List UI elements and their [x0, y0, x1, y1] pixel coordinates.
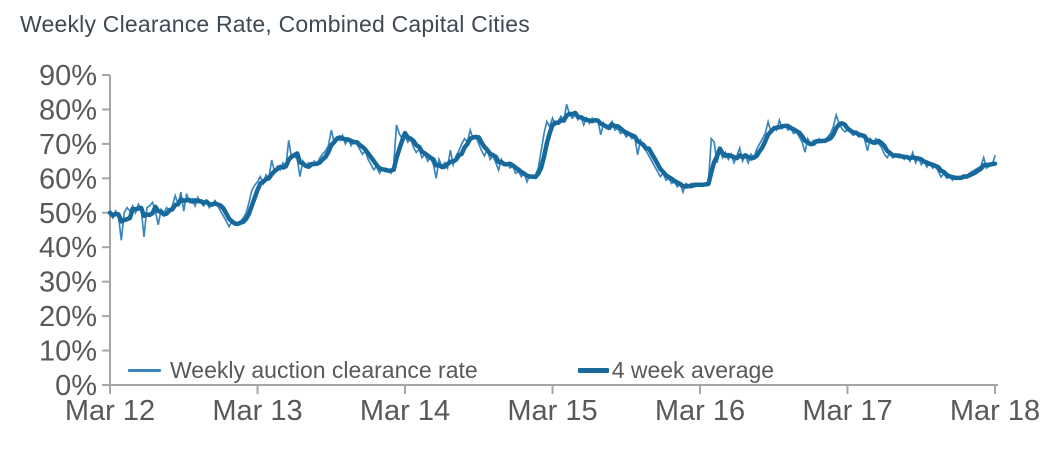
y-tick-label: 20%: [39, 301, 97, 333]
x-tick-label: Mar 14: [360, 395, 450, 427]
y-tick-label: 0%: [55, 370, 97, 402]
y-tick-label: 80%: [39, 94, 97, 126]
x-tick-label: Mar 15: [507, 395, 597, 427]
x-tick-label: Mar 17: [802, 395, 892, 427]
legend-average-label: 4 week average: [611, 356, 775, 383]
four-week-average-line: [107, 110, 998, 227]
weekly-line-swatch-icon: [128, 368, 161, 372]
y-tick-label: 40%: [39, 232, 97, 264]
average-line-swatch-icon: [577, 367, 609, 373]
legend-weekly-label: Weekly auction clearance rate: [170, 356, 478, 383]
chart-title: Weekly Clearance Rate, Combined Capital …: [20, 11, 530, 37]
y-tick-label: 90%: [39, 60, 97, 92]
y-tick-label: 10%: [39, 336, 97, 368]
x-tick-label: Mar 18: [950, 395, 1040, 427]
legend-item-average: 4 week average: [577, 356, 775, 384]
x-tick-label: Mar 12: [65, 395, 155, 427]
legend: Weekly auction clearance rate 4 week ave…: [128, 354, 774, 386]
y-tick-label: 50%: [39, 198, 97, 230]
x-tick-label: Mar 16: [655, 395, 745, 427]
x-tick-label: Mar 13: [212, 395, 302, 427]
y-tick-label: 30%: [39, 267, 97, 299]
y-tick-label: 70%: [39, 129, 97, 161]
y-tick-label: 60%: [39, 163, 97, 195]
legend-item-weekly: Weekly auction clearance rate: [128, 357, 478, 384]
